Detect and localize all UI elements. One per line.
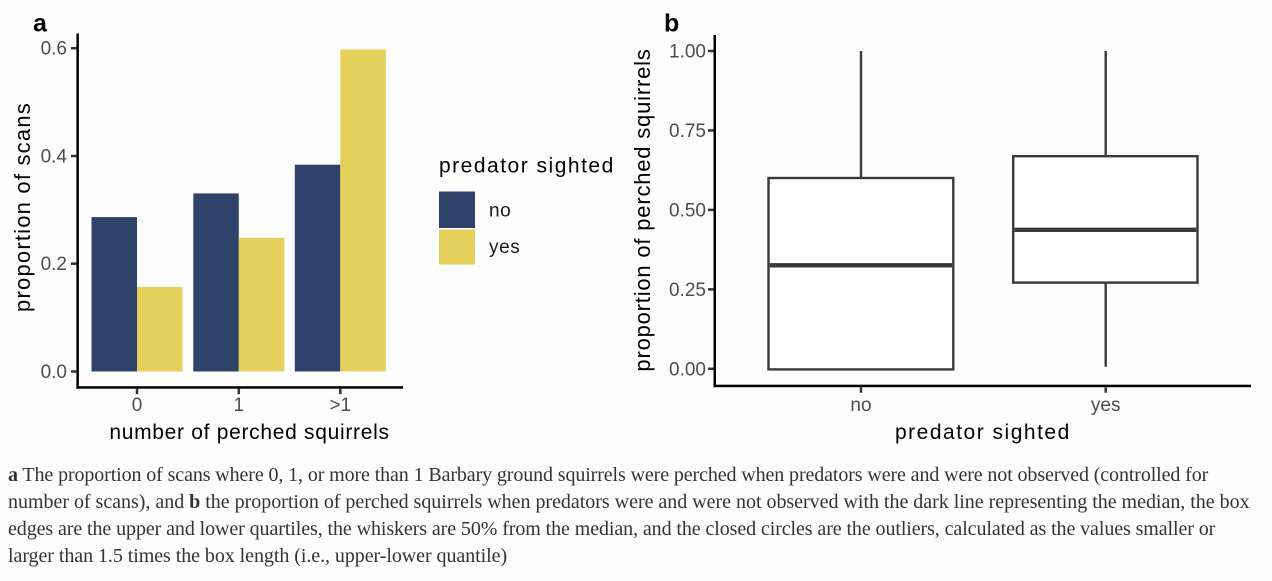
svg-text:number of perched squirrels: number of perched squirrels: [109, 421, 389, 444]
svg-text:1.00: 1.00: [669, 42, 706, 63]
svg-text:yes: yes: [489, 237, 520, 258]
svg-text:>1: >1: [329, 395, 351, 416]
svg-text:0.4: 0.4: [41, 147, 68, 168]
svg-text:0.6: 0.6: [41, 39, 67, 60]
svg-text:proportion of perched squirrel: proportion of perched squirrels: [630, 48, 655, 371]
svg-text:no: no: [489, 200, 511, 221]
svg-text:1: 1: [234, 395, 245, 416]
svg-text:a: a: [33, 10, 48, 38]
svg-text:0.75: 0.75: [669, 121, 706, 142]
svg-text:predator sighted: predator sighted: [895, 421, 1071, 444]
svg-text:proportion of scans: proportion of scans: [10, 102, 35, 312]
svg-text:b: b: [664, 10, 679, 38]
svg-text:0.50: 0.50: [669, 200, 706, 221]
svg-text:0.0: 0.0: [41, 362, 67, 383]
svg-text:yes: yes: [1091, 395, 1121, 416]
svg-text:no: no: [850, 395, 871, 416]
svg-text:0: 0: [132, 395, 143, 416]
svg-text:0.00: 0.00: [669, 359, 706, 380]
svg-text:0.2: 0.2: [41, 254, 67, 275]
svg-text:predator sighted: predator sighted: [439, 155, 615, 178]
svg-text:0.25: 0.25: [669, 280, 706, 301]
